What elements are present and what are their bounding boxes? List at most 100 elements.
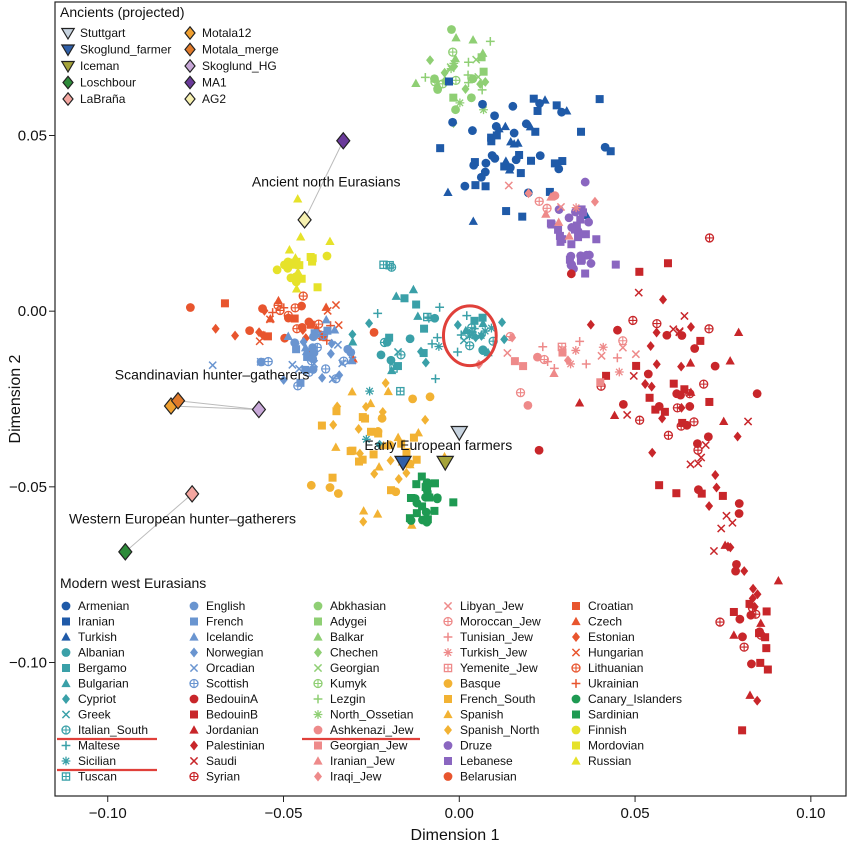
data-point (433, 85, 443, 94)
data-point (510, 357, 519, 366)
data-point (420, 324, 429, 333)
data-point (694, 459, 703, 468)
data-point (566, 269, 576, 279)
data-point (563, 355, 572, 366)
data-point (467, 327, 477, 337)
modern-legend-marker (62, 617, 70, 626)
data-point (652, 327, 661, 338)
data-point (372, 509, 383, 518)
data-point (533, 352, 542, 362)
data-point (659, 294, 668, 305)
data-point (525, 121, 536, 131)
data-point (451, 75, 461, 86)
data-point (383, 386, 393, 396)
data-point (733, 431, 742, 442)
y-axis: −0.10 −0.05 0.00 0.05 (9, 128, 55, 671)
data-point (729, 607, 738, 616)
data-point (481, 182, 490, 191)
modern-legend-label: English (206, 599, 245, 613)
modern-legend-marker (313, 710, 323, 719)
data-point (503, 348, 512, 358)
data-point (634, 415, 645, 425)
data-point (322, 251, 332, 261)
y-tick-label: −0.05 (9, 479, 47, 496)
modern-legend-marker (571, 694, 581, 704)
data-point (328, 473, 337, 482)
ancient-legend-marker (60, 60, 76, 74)
modern-legend-marker (189, 678, 199, 689)
modern-legend-label: Turkish (78, 630, 117, 644)
modern-legend-label: Finnish (588, 723, 627, 737)
data-point (549, 368, 559, 377)
data-point (755, 627, 764, 637)
ancient-legend-label: MA1 (202, 76, 227, 90)
data-point (734, 509, 744, 518)
data-point (430, 506, 439, 515)
data-point (290, 260, 300, 269)
data-point (524, 188, 533, 199)
data-point (762, 607, 771, 616)
data-point (487, 151, 497, 160)
data-point (491, 122, 501, 131)
data-point (558, 345, 567, 354)
data-point (614, 367, 624, 377)
data-point (676, 390, 685, 400)
data-point (373, 427, 383, 436)
ancient-legend-marker (60, 44, 76, 57)
data-point (468, 35, 478, 44)
data-point (586, 319, 595, 330)
modern-legend-label: Norwegian (206, 646, 263, 660)
data-point (466, 93, 476, 103)
ancient-legend-marker (184, 58, 196, 74)
data-point (577, 127, 586, 136)
data-point (738, 632, 747, 642)
data-point (753, 589, 762, 600)
data-point (449, 498, 458, 507)
data-point (308, 254, 317, 263)
data-point (773, 575, 784, 585)
data-point (432, 333, 442, 342)
data-point (465, 341, 475, 351)
modern-legend-marker (190, 710, 198, 719)
data-point (534, 445, 544, 455)
data-point (471, 332, 480, 343)
data-point (451, 105, 460, 115)
data-point (574, 398, 585, 407)
data-point (618, 343, 628, 352)
data-point (393, 347, 403, 357)
data-point (405, 334, 415, 344)
data-point (704, 324, 714, 334)
data-point (456, 330, 466, 340)
cluster-sardinian-canary (405, 472, 458, 527)
data-point (290, 338, 300, 348)
data-point (693, 439, 702, 449)
data-point (370, 468, 379, 479)
data-point (597, 351, 606, 360)
data-point (259, 330, 268, 341)
data-point (584, 217, 593, 227)
data-point (412, 455, 421, 464)
data-point (490, 111, 499, 121)
modern-legend-label: Basque (460, 677, 501, 691)
x-tick-label: 0.00 (445, 805, 474, 822)
modern-legend-marker (314, 771, 322, 782)
data-point (409, 433, 418, 442)
data-point (735, 614, 745, 624)
data-point (527, 156, 536, 165)
data-point (573, 226, 583, 236)
modern-legend-label: Croatian (588, 599, 633, 613)
data-point (580, 177, 590, 187)
data-point (487, 323, 496, 333)
data-point (763, 665, 772, 674)
ancient-link-line (304, 140, 344, 221)
data-point (335, 370, 344, 381)
modern-legend-label: Cypriot (78, 692, 117, 706)
data-point (704, 233, 715, 243)
data-point (480, 167, 490, 177)
ancient-legend-marker (62, 75, 74, 90)
annotations: Ancient north Eurasians Scandinavian hunt… (69, 173, 512, 526)
data-point (554, 217, 564, 226)
data-point (646, 341, 655, 351)
data-point (425, 493, 434, 502)
data-point (445, 77, 454, 86)
